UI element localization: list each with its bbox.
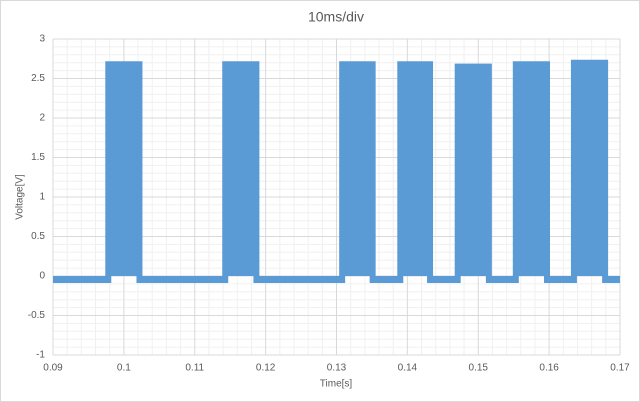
y-tick-label: 3 [39,34,45,45]
x-tick-label: 0.11 [185,363,204,374]
x-axis-title: Time[s] [320,379,353,390]
y-tick-label: 2 [39,113,45,124]
x-tick-label: 0.1 [117,363,131,374]
y-tick-label: 1.5 [31,152,45,163]
x-tick-label: 0.16 [539,363,559,374]
y-tick-label: 0 [39,271,45,282]
x-tick-label: 0.12 [256,363,276,374]
area [53,62,620,280]
y-tick-label: -0.5 [28,310,46,321]
x-tick-label: 0.13 [327,363,347,374]
x-tick-label: 0.09 [43,363,63,374]
y-tick-label: -1 [36,350,45,361]
x-tick-label: 0.15 [469,363,489,374]
y-tick-label: 2.5 [31,73,45,84]
y-tick-label: 0.5 [31,231,45,242]
chart-title: 10ms/div [308,9,364,25]
y-axis-title: Voltage[V] [15,174,26,220]
y-tick-label: 1 [39,192,45,203]
x-tick-label: 0.14 [398,363,418,374]
line [53,59,620,283]
x-tick-label: 0.17 [610,363,630,374]
